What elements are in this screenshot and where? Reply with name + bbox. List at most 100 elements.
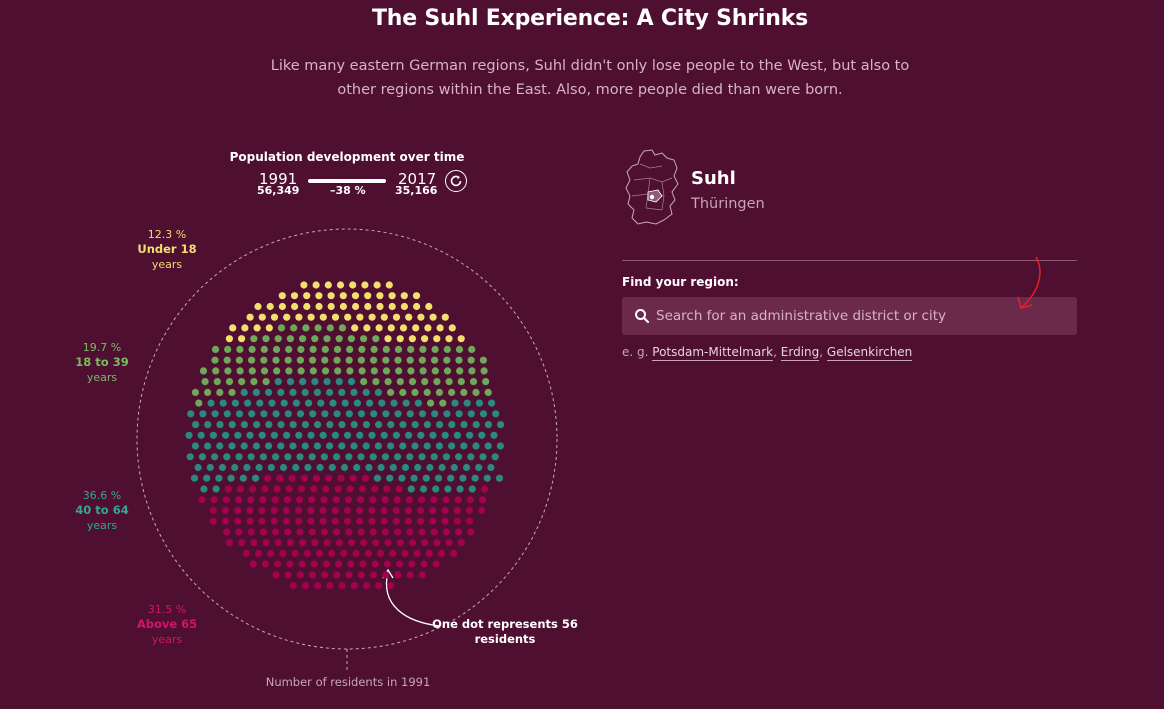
dot-40-to-64 <box>338 388 346 396</box>
dot-40-to-64 <box>423 421 431 429</box>
dot-above-65 <box>418 528 426 536</box>
search-examples: e. g. Potsdam-Mittelmark, Erding, Gelsen… <box>622 345 913 361</box>
region-card: Suhl Thüringen <box>622 148 765 232</box>
dot-40-to-64 <box>467 410 475 418</box>
dot-above-65 <box>381 528 389 536</box>
dot-above-65 <box>356 506 364 515</box>
dot-40-to-64 <box>240 388 248 396</box>
dot-above-65 <box>307 506 315 515</box>
dot-above-65 <box>322 560 330 568</box>
dot-40-to-64 <box>292 463 300 472</box>
dot-under-18 <box>364 302 372 311</box>
dot-above-65 <box>417 506 425 515</box>
dot-under-18 <box>278 302 286 311</box>
dot-40-to-64 <box>251 474 260 482</box>
dot-under-18 <box>253 324 261 332</box>
example-link-potsdam-mittelmark[interactable]: Potsdam-Mittelmark <box>652 345 774 361</box>
dot-18-to-39 <box>309 367 317 375</box>
dot-40-to-64 <box>386 474 394 482</box>
dot-above-65 <box>467 528 475 536</box>
dot-under-18 <box>344 313 352 321</box>
dot-40-to-64 <box>432 485 440 493</box>
dot-40-to-64 <box>186 453 194 461</box>
dot-above-65 <box>335 539 343 547</box>
dot-40-to-64 <box>258 431 266 439</box>
dot-18-to-39 <box>236 345 244 353</box>
dot-above-65 <box>401 549 409 558</box>
dot-above-65 <box>368 517 376 525</box>
dot-18-to-39 <box>273 367 281 375</box>
dot-above-65 <box>343 517 352 525</box>
dot-40-to-64 <box>326 388 334 396</box>
dot-above-65 <box>307 517 315 525</box>
dot-40-to-64 <box>394 410 402 418</box>
dot-above-65 <box>262 539 270 547</box>
dot-above-65 <box>312 474 321 482</box>
dot-above-65 <box>222 496 230 504</box>
dot-under-18 <box>413 302 421 311</box>
example-link-gelsenkirchen[interactable]: Gelsenkirchen <box>826 345 913 361</box>
dot-40-to-64 <box>448 442 456 450</box>
dot-18-to-39 <box>213 378 221 386</box>
dot-18-to-39 <box>335 335 343 343</box>
dot-above-65 <box>405 496 413 504</box>
dot-above-65 <box>368 506 376 515</box>
dot-18-to-39 <box>411 388 419 396</box>
dot-above-65 <box>310 485 318 493</box>
dot-40-to-64 <box>455 453 463 461</box>
dot-above-65 <box>349 474 357 482</box>
replay-button[interactable] <box>445 170 467 192</box>
dot-18-to-39 <box>309 356 317 364</box>
dot-above-65 <box>321 571 329 579</box>
dot-under-18 <box>336 281 345 289</box>
dot-40-to-64 <box>222 431 230 439</box>
example-link-erding[interactable]: Erding <box>780 345 820 361</box>
dot-above-65 <box>282 506 290 515</box>
dot-chart <box>136 228 558 672</box>
dot-under-18 <box>307 313 315 321</box>
dot-40-to-64 <box>450 463 458 472</box>
dot-above-65 <box>350 582 358 590</box>
dot-40-to-64 <box>373 474 382 482</box>
dot-under-18 <box>385 281 393 289</box>
dot-18-to-39 <box>297 367 305 375</box>
dot-18-to-39 <box>250 335 258 343</box>
dot-40-to-64 <box>234 431 242 439</box>
dot-18-to-39 <box>431 367 439 375</box>
dot-above-65 <box>340 549 348 558</box>
dot-18-to-39 <box>260 367 269 375</box>
dot-18-to-39 <box>321 345 329 353</box>
dot-above-65 <box>315 549 324 558</box>
search-box[interactable] <box>622 297 1077 335</box>
dot-18-to-39 <box>333 345 342 353</box>
dot-18-to-39 <box>225 378 234 386</box>
dot-18-to-39 <box>419 345 427 353</box>
dot-40-to-64 <box>272 410 280 418</box>
dot-18-to-39 <box>370 356 378 364</box>
dot-18-to-39 <box>467 356 475 364</box>
dot-under-18 <box>399 324 408 332</box>
dot-under-18 <box>457 335 465 343</box>
dot-above-65 <box>308 528 316 536</box>
dot-above-65 <box>455 528 463 536</box>
dot-above-65 <box>347 539 356 547</box>
dot-40-to-64 <box>399 442 407 450</box>
dot-under-18 <box>351 292 360 300</box>
dot-18-to-39 <box>407 367 415 375</box>
dot-40-to-64 <box>468 485 476 493</box>
dot-above-65 <box>441 506 449 515</box>
age-percent: 36.6 % <box>82 489 122 502</box>
dot-40-to-64 <box>472 421 480 429</box>
timeline-slider[interactable] <box>308 179 386 183</box>
dot-under-18 <box>339 292 347 300</box>
dot-above-65 <box>246 506 254 515</box>
dot-40-to-64 <box>377 463 385 472</box>
dot-40-to-64 <box>436 421 444 429</box>
dot-under-18 <box>433 335 441 343</box>
dot-40-to-64 <box>338 442 346 450</box>
dot-18-to-39 <box>290 324 298 332</box>
dot-18-to-39 <box>321 367 330 375</box>
dot-18-to-39 <box>396 378 404 386</box>
dot-40-to-64 <box>216 421 224 429</box>
search-input[interactable] <box>656 308 1056 324</box>
